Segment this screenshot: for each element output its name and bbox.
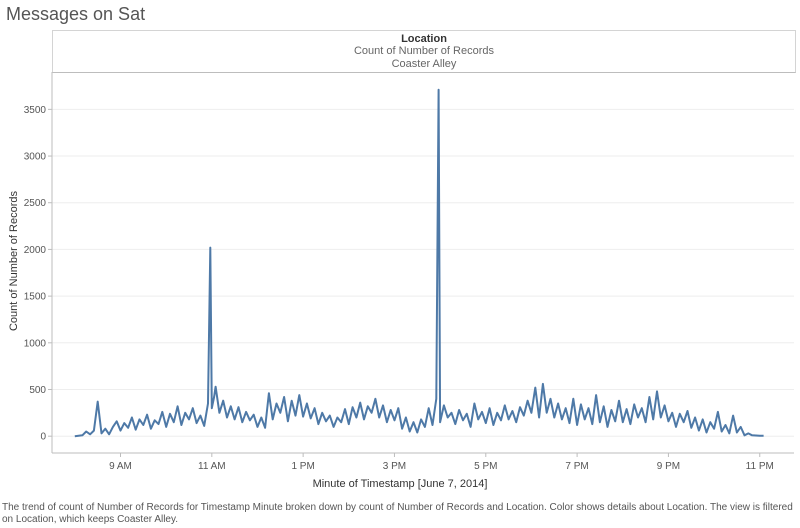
series-layer[interactable]: [74, 88, 764, 438]
y-axis-title: Count of Number of Records: [8, 190, 20, 332]
y-tick-label: 2500: [24, 198, 47, 209]
x-tick-label: 7 PM: [565, 461, 588, 472]
x-tick-label: 11 AM: [198, 461, 226, 472]
y-tick-label: 0: [40, 432, 46, 443]
x-tick-label: 11 PM: [746, 461, 774, 472]
x-tick-label: 5 PM: [474, 461, 497, 472]
y-tick-label: 1000: [24, 338, 47, 349]
x-tick-label: 9 AM: [109, 461, 132, 472]
y-tick-label: 1500: [24, 292, 47, 303]
series-line[interactable]: [74, 88, 764, 438]
header-field-title: Location: [401, 33, 447, 45]
page-title: Messages on Sat: [6, 4, 146, 24]
x-tick-label: 1 PM: [291, 461, 314, 472]
x-tick-label: 9 PM: [657, 461, 680, 472]
header-pane-label[interactable]: Coaster Alley: [391, 58, 457, 70]
y-tick-label: 500: [29, 385, 46, 396]
x-tick-label: 3 PM: [383, 461, 406, 472]
y-tick-label: 3000: [24, 152, 47, 163]
x-axis-ticks: 9 AM 11 AM 1 PM 3 PM 5 PM 7 PM 9 PM 11 PM: [109, 453, 774, 472]
y-axis-ticks: 0 500 1000 1500 2000 2500 3000 3500: [24, 105, 52, 443]
column-header: Location Count of Number of Records Coas…: [52, 30, 796, 73]
gridlines: [52, 108, 794, 437]
header-measure-label: Count of Number of Records: [353, 45, 494, 57]
x-axis-title: Minute of Timestamp [June 7, 2014]: [312, 478, 488, 490]
chart-caption: The trend of count of Number of Records …: [2, 502, 793, 525]
y-tick-label: 2000: [24, 245, 47, 256]
y-tick-label: 3500: [24, 105, 47, 116]
